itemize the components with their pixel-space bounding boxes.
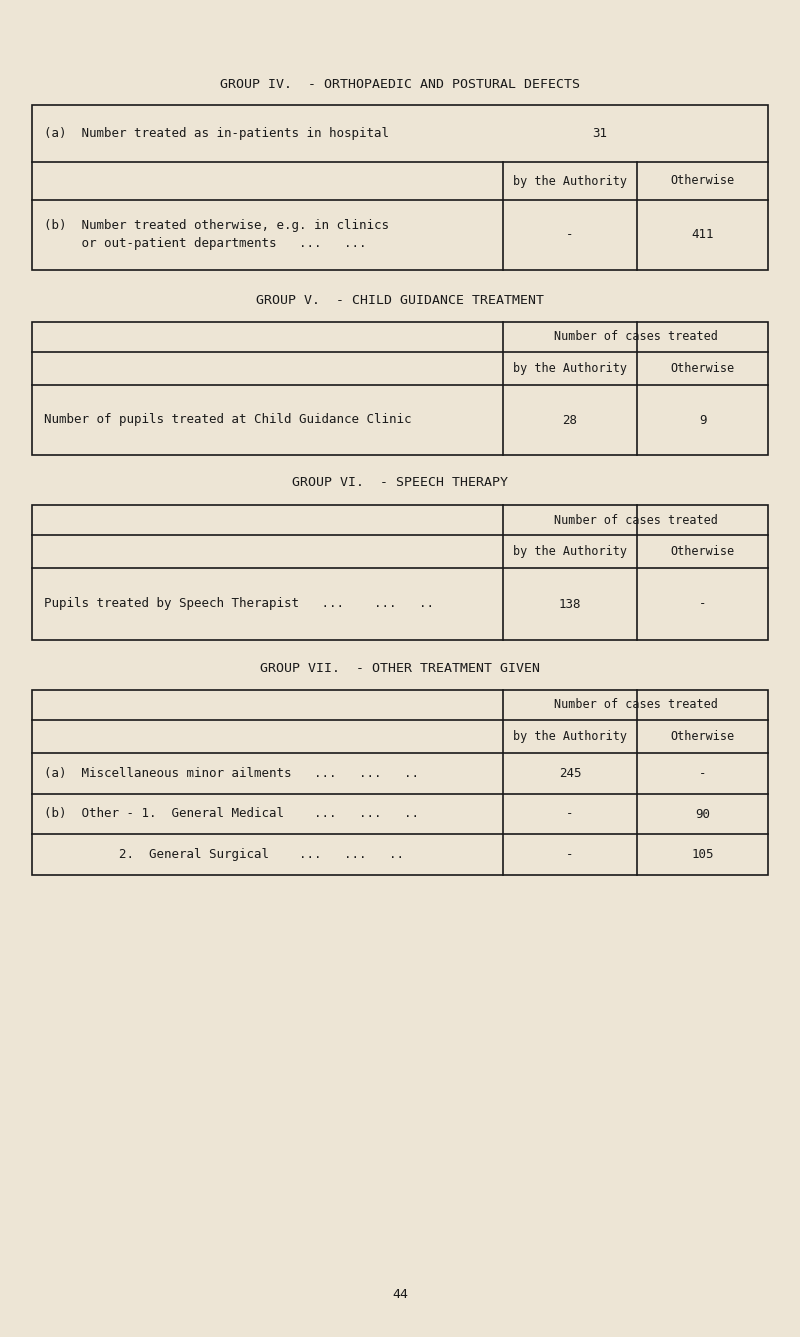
Text: 9: 9 <box>698 413 706 427</box>
Text: -: - <box>566 808 574 821</box>
Bar <box>32 505 768 640</box>
Text: GROUP IV.  - ORTHOPAEDIC AND POSTURAL DEFECTS: GROUP IV. - ORTHOPAEDIC AND POSTURAL DEF… <box>220 79 580 91</box>
Text: (a)  Number treated as in-patients in hospital: (a) Number treated as in-patients in hos… <box>44 127 389 140</box>
Text: by the Authority: by the Authority <box>513 175 627 187</box>
Text: Number of cases treated: Number of cases treated <box>554 513 718 527</box>
Text: (a)  Miscellaneous minor ailments   ...   ...   ..: (a) Miscellaneous minor ailments ... ...… <box>44 767 419 779</box>
Text: Number of cases treated: Number of cases treated <box>554 698 718 711</box>
Text: (b)  Number treated otherwise, e.g. in clinics: (b) Number treated otherwise, e.g. in cl… <box>44 219 389 233</box>
Text: 90: 90 <box>695 808 710 821</box>
Text: Otherwise: Otherwise <box>670 362 734 374</box>
Text: by the Authority: by the Authority <box>513 730 627 743</box>
Bar <box>32 106 768 270</box>
Bar <box>32 322 768 455</box>
Bar <box>32 690 768 874</box>
Text: Otherwise: Otherwise <box>670 175 734 187</box>
Text: GROUP VII.  - OTHER TREATMENT GIVEN: GROUP VII. - OTHER TREATMENT GIVEN <box>260 662 540 674</box>
Text: Pupils treated by Speech Therapist   ...    ...   ..: Pupils treated by Speech Therapist ... .… <box>44 598 434 611</box>
Text: GROUP VI.  - SPEECH THERAPY: GROUP VI. - SPEECH THERAPY <box>292 476 508 489</box>
Text: -: - <box>698 767 706 779</box>
Text: Otherwise: Otherwise <box>670 730 734 743</box>
Text: 411: 411 <box>691 229 714 242</box>
Text: -: - <box>698 598 706 611</box>
Text: Number of cases treated: Number of cases treated <box>554 330 718 344</box>
Text: -: - <box>566 229 574 242</box>
Text: -: - <box>566 848 574 861</box>
Text: Number of pupils treated at Child Guidance Clinic: Number of pupils treated at Child Guidan… <box>44 413 411 427</box>
Text: 2.  General Surgical    ...   ...   ..: 2. General Surgical ... ... .. <box>44 848 404 861</box>
Text: 28: 28 <box>562 413 578 427</box>
Text: 44: 44 <box>392 1289 408 1301</box>
Text: (b)  Other - 1.  General Medical    ...   ...   ..: (b) Other - 1. General Medical ... ... .… <box>44 808 419 821</box>
Text: by the Authority: by the Authority <box>513 362 627 374</box>
Text: GROUP V.  - CHILD GUIDANCE TREATMENT: GROUP V. - CHILD GUIDANCE TREATMENT <box>256 294 544 306</box>
Text: Otherwise: Otherwise <box>670 545 734 558</box>
Text: 31: 31 <box>593 127 607 140</box>
Text: 105: 105 <box>691 848 714 861</box>
Text: 138: 138 <box>558 598 582 611</box>
Text: by the Authority: by the Authority <box>513 545 627 558</box>
Text: 245: 245 <box>558 767 582 779</box>
Text: or out-patient departments   ...   ...: or out-patient departments ... ... <box>44 238 366 250</box>
